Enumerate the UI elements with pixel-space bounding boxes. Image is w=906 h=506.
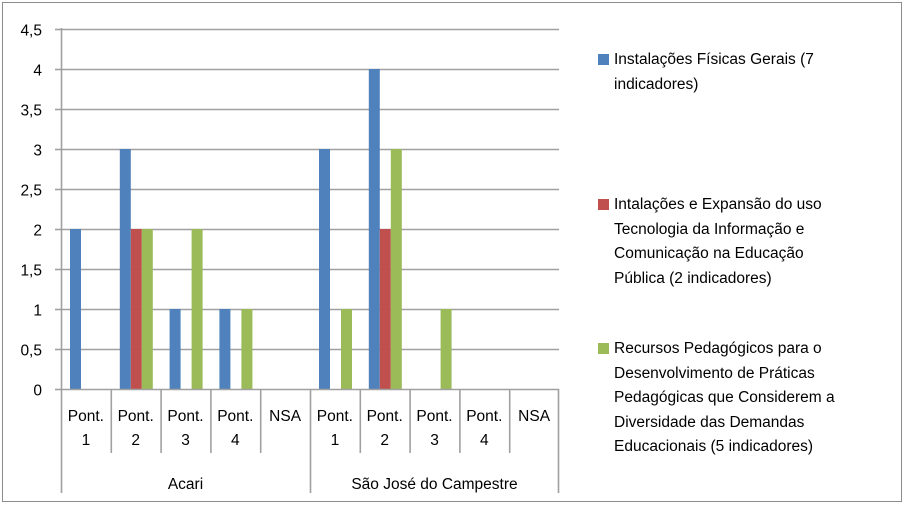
bar-green xyxy=(440,309,452,389)
bar-blue xyxy=(368,69,380,389)
x-axis-category-labels: Pont. 1 Pont. 2 Pont. 3 Pont. 4 NSA Acari Pont. 1 Po… xyxy=(68,408,551,493)
y-axis-tick-labels: 0 0,5 1 1,5 2 2,5 3 3,5 4 4,5 xyxy=(20,23,42,400)
legend-swatch-green xyxy=(598,343,609,354)
legend-label: Intalações e Expansão do uso Tecnologia … xyxy=(614,196,822,287)
y-tick-label: 3 xyxy=(33,143,42,160)
category-label: Pont. xyxy=(167,408,203,425)
category-label: 2 xyxy=(131,432,140,449)
y-tick-label: 2 xyxy=(33,223,42,240)
y-tick-label: 1,5 xyxy=(20,263,42,280)
legend-swatch-red xyxy=(598,199,609,210)
category-label: 3 xyxy=(181,432,190,449)
category-label: Pont. xyxy=(416,408,452,425)
category-label: 4 xyxy=(231,432,240,449)
legend-label: Instalações Físicas Gerais (7 indicadore… xyxy=(614,51,814,93)
bar-green xyxy=(390,149,402,389)
bar-blue xyxy=(169,309,181,389)
y-tick-label: 2,5 xyxy=(20,183,42,200)
bar-red xyxy=(130,229,142,389)
category-label: Pont. xyxy=(367,408,403,425)
legend-swatch-blue xyxy=(598,54,609,65)
category-label: 3 xyxy=(430,432,439,449)
group-label: Acari xyxy=(168,476,203,493)
legend-label: Recursos Pedagógicos para o Desenvolvime… xyxy=(614,340,835,455)
category-label: Pont. xyxy=(217,408,253,425)
y-tick-label: 1 xyxy=(33,303,42,320)
category-label: NSA xyxy=(269,408,302,425)
category-label: 1 xyxy=(82,432,91,449)
bar-blue xyxy=(219,309,231,389)
category-label: Pont. xyxy=(317,408,353,425)
axes xyxy=(55,28,560,493)
bar-green xyxy=(341,309,352,389)
category-label: 1 xyxy=(331,432,340,449)
bar-blue xyxy=(119,149,131,389)
y-tick-label: 0,5 xyxy=(20,343,42,360)
category-label: 4 xyxy=(480,432,489,449)
y-tick-label: 4 xyxy=(33,63,42,80)
y-tick-label: 3,5 xyxy=(20,103,42,120)
category-label: Pont. xyxy=(466,408,502,425)
y-tick-label: 4,5 xyxy=(20,23,42,40)
category-label: NSA xyxy=(518,408,551,425)
group-label: São José do Campestre xyxy=(351,476,517,493)
bars xyxy=(70,69,452,389)
y-tick-label: 0 xyxy=(33,383,42,400)
bar-green xyxy=(191,229,203,389)
bar-blue xyxy=(319,149,330,389)
category-label: 2 xyxy=(380,432,389,449)
bar-green xyxy=(141,229,153,389)
bar-green xyxy=(241,309,253,389)
category-label: Pont. xyxy=(118,408,154,425)
bar-blue xyxy=(70,229,81,389)
category-label: Pont. xyxy=(68,408,104,425)
bar-red xyxy=(379,229,391,389)
